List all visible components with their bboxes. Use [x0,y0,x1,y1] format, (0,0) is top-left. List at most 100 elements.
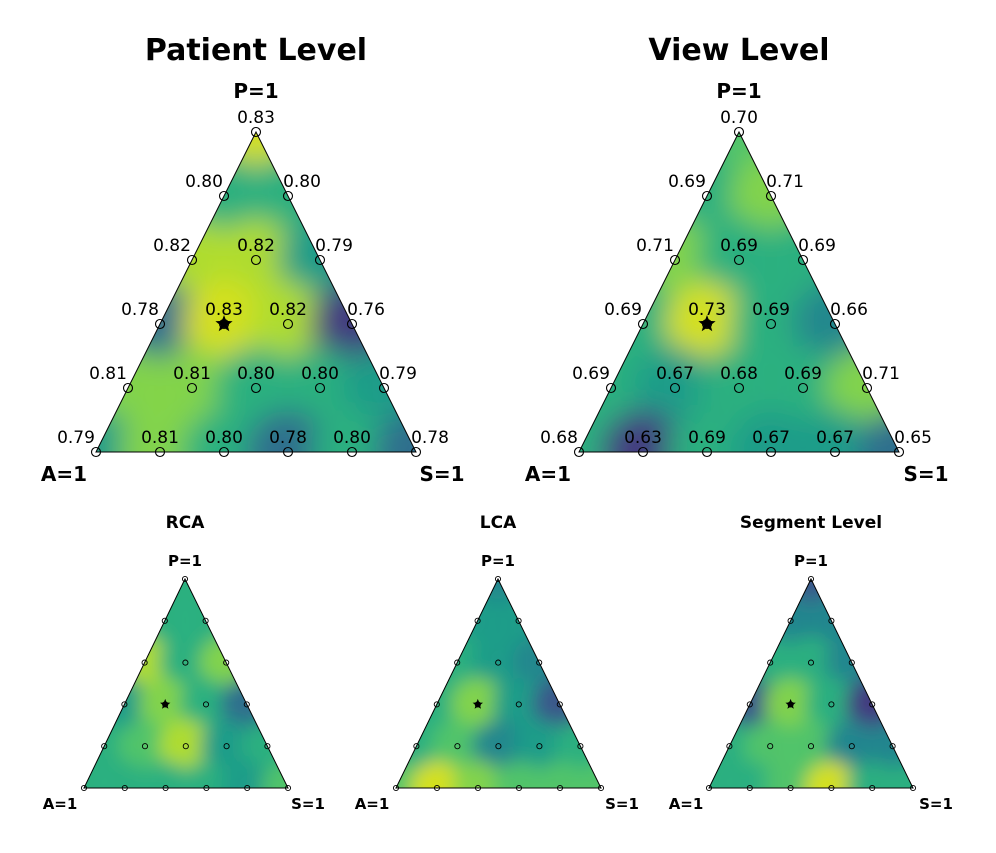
grid-point [637,318,649,330]
contour-blob [471,635,525,690]
grid-point [203,784,210,792]
grid-point [101,743,108,750]
segment-level-plot: Segment Level P=1 A=1 S=1 [669,513,953,813]
value-label: 0.82 [237,236,275,256]
value-label: 0.80 [237,364,275,384]
contour-blob [784,636,838,690]
corner-label-left: A=1 [43,795,78,813]
best-star-marker [698,315,716,332]
grid-point [767,743,774,750]
grid-point [848,743,855,750]
value-label: 0.82 [153,236,191,256]
grid-point [787,784,794,792]
corner-label-left: A=1 [41,462,87,486]
grid-point [536,659,543,666]
triangle-outline [95,130,417,453]
contour-blob [261,761,288,788]
value-label: 0.83 [205,300,243,320]
grid-point [829,318,841,330]
grid-point [765,190,777,202]
corner-label-right: S=1 [919,795,953,813]
grid-point [746,784,753,792]
value-label: 0.67 [752,428,790,448]
contour-blob [246,282,330,366]
corner-label-left: A=1 [355,795,390,813]
grid-point [787,617,794,624]
grid-point [797,254,809,266]
value-label: 0.67 [816,428,854,448]
grid-point [515,784,523,792]
value-label: 0.69 [798,236,836,256]
contour-field [579,132,899,452]
value-label: 0.69 [784,364,822,384]
contour-blob [492,677,546,732]
plot-title: RCA [166,513,206,533]
grid-point [182,743,189,750]
grid-point [765,318,777,330]
grid-point [828,701,835,708]
value-label: 0.80 [283,172,321,192]
grid-point [495,743,502,750]
contour-field [709,579,913,788]
contour-blob [804,677,858,731]
best-star-marker [160,698,171,709]
contour-blob [150,346,234,430]
contour-blob [761,346,845,430]
triangle-outline [395,577,602,789]
grid-point [90,446,102,458]
value-label: 0.71 [636,236,674,256]
grid-point [474,617,481,624]
grid-point [250,126,262,138]
grid-point [573,446,585,458]
lca-plot: LCA P=1 A=1 S=1 [355,513,639,813]
grid-point [767,659,774,666]
grid-point [605,382,617,394]
grid-point [807,575,815,583]
grid-point [433,784,441,792]
grid-point [828,784,835,792]
plot-title: View Level [648,33,829,68]
contour-field [396,579,601,788]
corner-label-right: S=1 [605,795,639,813]
best-star-marker [785,698,796,709]
value-label: 0.66 [830,300,868,320]
contour-blob [697,346,781,430]
triangle-outline [708,577,914,789]
corner-label-left: A=1 [669,795,704,813]
grid-point [536,743,543,750]
grid-point [829,446,841,458]
grid-point [346,318,358,330]
contour-blob [430,719,485,773]
corner-label-top: P=1 [794,552,828,570]
value-label: 0.80 [205,428,243,448]
contour-blob [471,719,526,773]
value-label: 0.78 [411,428,449,448]
value-label: 0.81 [89,364,127,384]
grid-point [346,446,358,458]
grid-point [161,617,168,624]
value-label: 0.73 [688,300,726,320]
grid-point [556,784,564,792]
contour-blob [179,677,233,731]
grid-point [244,784,251,792]
value-label: 0.69 [688,428,726,448]
grid-point [807,659,815,666]
corner-label-left: A=1 [525,462,571,486]
grid-point [807,743,815,750]
grid-point [314,254,326,266]
value-label: 0.79 [57,428,95,448]
value-label: 0.78 [121,300,159,320]
grid-point [202,701,210,708]
grid-point [869,701,876,708]
contour-blob [764,761,818,788]
view-level-plot: 0.70 0.69 0.71 0.71 0.69 0.69 0.69 0.73 0.69 0.66… [525,33,949,486]
value-label: 0.69 [752,300,790,320]
contour-blob [784,719,838,773]
plot-title: Segment Level [740,513,882,533]
corner-label-right: S=1 [291,795,325,813]
plot-title: LCA [480,513,517,533]
grid-point [282,318,294,330]
contour-blob [139,761,193,788]
grid-point [218,190,230,202]
value-label: 0.68 [720,364,758,384]
